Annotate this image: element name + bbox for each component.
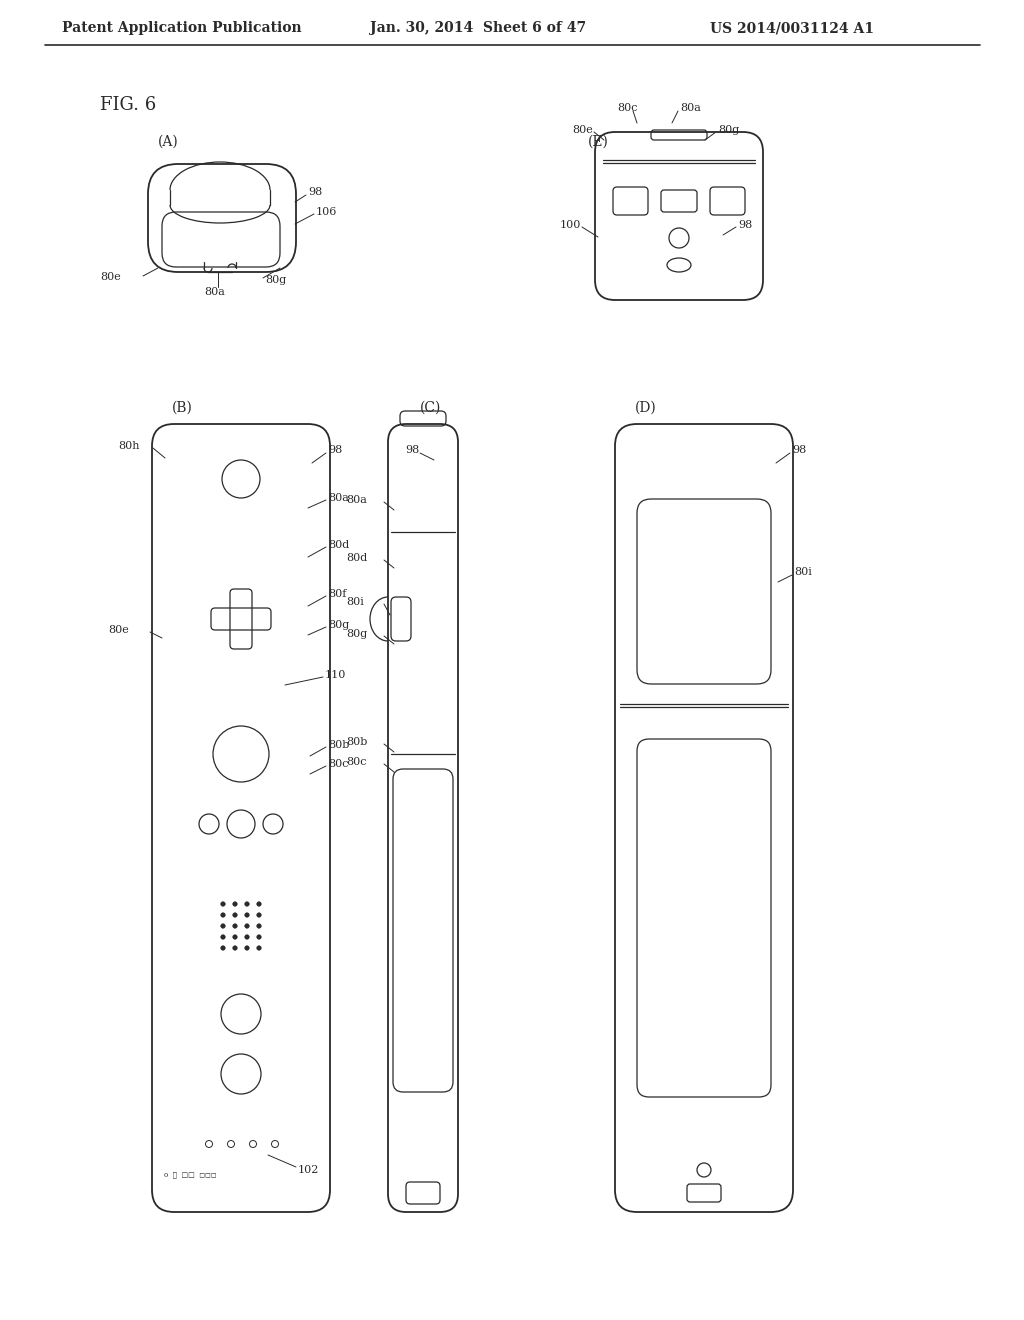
Circle shape [257, 924, 261, 928]
Circle shape [221, 902, 225, 907]
Circle shape [232, 924, 238, 928]
Text: 110: 110 [325, 671, 346, 680]
Text: 80a: 80a [346, 495, 367, 506]
Text: 80g: 80g [328, 620, 349, 630]
Circle shape [245, 902, 249, 907]
Text: (E): (E) [588, 135, 609, 149]
Text: 80a: 80a [328, 492, 349, 503]
Circle shape [257, 902, 261, 907]
Text: 80c: 80c [346, 756, 367, 767]
Text: (D): (D) [635, 401, 656, 414]
Text: (B): (B) [172, 401, 193, 414]
Text: 106: 106 [316, 207, 337, 216]
Circle shape [245, 913, 249, 917]
Text: 80a: 80a [680, 103, 700, 114]
Circle shape [245, 924, 249, 928]
Text: 80c: 80c [617, 103, 638, 114]
Text: 102: 102 [298, 1166, 319, 1175]
Circle shape [232, 935, 238, 940]
Text: 80g: 80g [718, 125, 739, 135]
Circle shape [221, 924, 225, 928]
Circle shape [221, 935, 225, 940]
Text: 80h: 80h [118, 441, 139, 451]
Text: 80e: 80e [100, 272, 121, 282]
Circle shape [257, 913, 261, 917]
Text: 80d: 80d [346, 553, 368, 564]
Text: 80e: 80e [572, 125, 593, 135]
Text: 98: 98 [792, 445, 806, 455]
Text: 80b: 80b [328, 741, 349, 750]
Circle shape [221, 913, 225, 917]
Text: 80f: 80f [328, 589, 346, 599]
Text: 80g: 80g [265, 275, 287, 285]
Circle shape [232, 946, 238, 950]
Circle shape [232, 913, 238, 917]
Text: Patent Application Publication: Patent Application Publication [62, 21, 302, 36]
Circle shape [245, 946, 249, 950]
Text: US 2014/0031124 A1: US 2014/0031124 A1 [710, 21, 874, 36]
Text: 80d: 80d [328, 540, 349, 550]
Text: 80b: 80b [346, 737, 368, 747]
Text: 80a: 80a [204, 286, 225, 297]
Text: 80g: 80g [346, 630, 368, 639]
Text: 98: 98 [406, 445, 419, 455]
Text: 98: 98 [308, 187, 323, 197]
Circle shape [245, 935, 249, 940]
Text: (C): (C) [420, 401, 441, 414]
Text: 80e: 80e [108, 624, 129, 635]
Text: 98: 98 [328, 445, 342, 455]
Text: Jan. 30, 2014  Sheet 6 of 47: Jan. 30, 2014 Sheet 6 of 47 [370, 21, 586, 36]
Text: 80i: 80i [346, 597, 364, 607]
Circle shape [221, 946, 225, 950]
Circle shape [257, 946, 261, 950]
Text: 80i: 80i [794, 568, 812, 577]
Text: 98: 98 [738, 220, 753, 230]
Text: FIG. 6: FIG. 6 [100, 96, 157, 114]
Circle shape [232, 902, 238, 907]
Text: (A): (A) [158, 135, 179, 149]
Text: o  ☉  □□  ◻◻◻: o ☉ □□ ◻◻◻ [164, 1170, 216, 1177]
Circle shape [257, 935, 261, 940]
Text: 100: 100 [560, 220, 582, 230]
Text: 80c: 80c [328, 759, 348, 770]
